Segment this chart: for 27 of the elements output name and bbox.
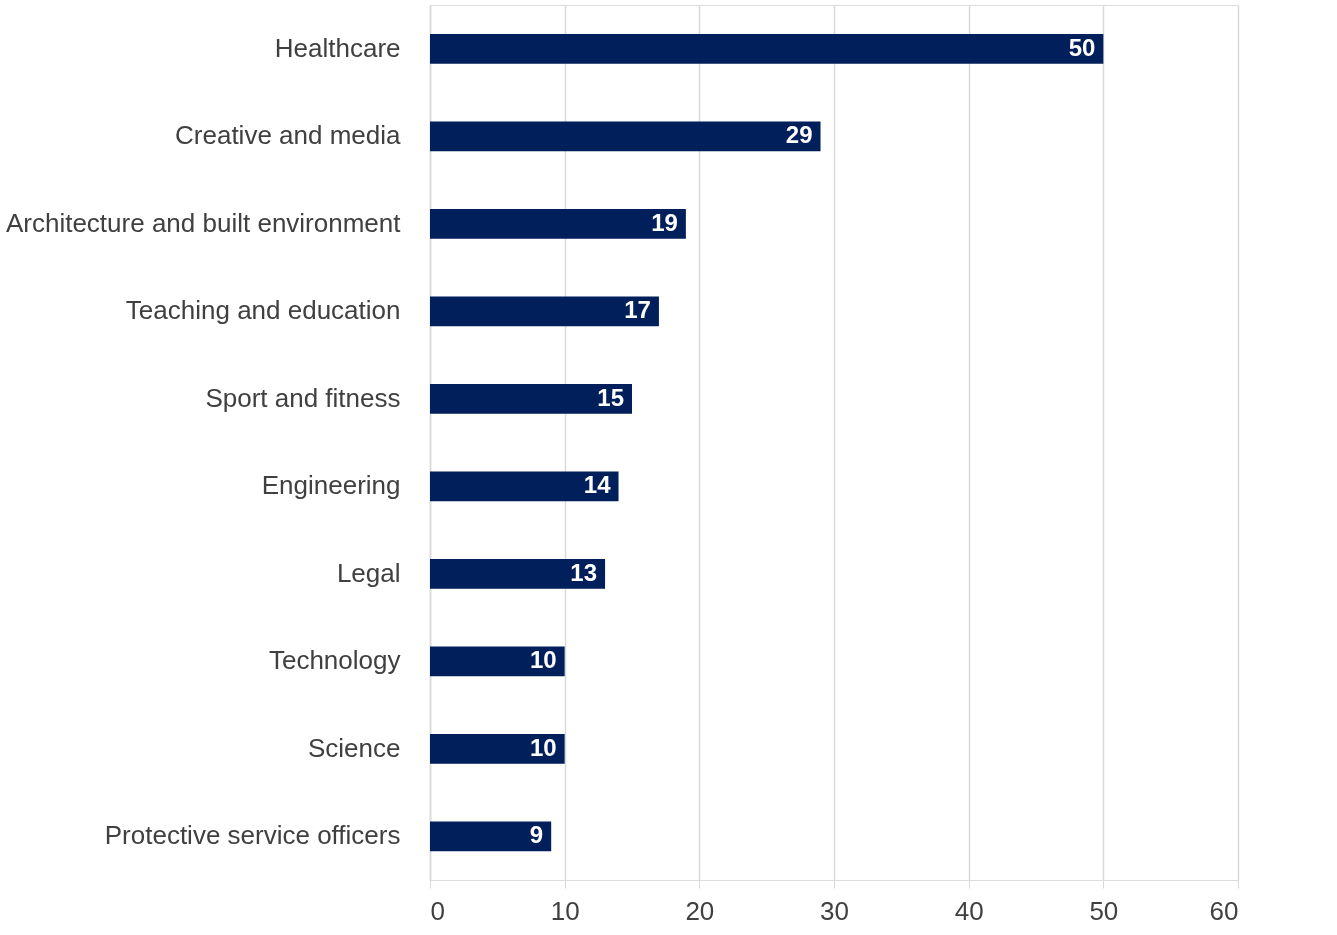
y-tick-label: Sport and fitness [205,382,401,413]
x-tick-label: 60 [1209,895,1239,926]
data-label: 10 [529,733,557,761]
y-tick-label: Protective service officers [104,820,401,851]
y-tick-label: Architecture and built environment [5,207,402,238]
y-tick-label: Teaching and education [125,295,401,326]
data-label: 14 [583,471,612,499]
data-label: 17 [624,296,651,324]
y-tick-label: Science [308,732,401,763]
data-label: 13 [570,558,598,586]
data-label: 19 [651,208,678,236]
y-tick-label: Healthcare [274,32,401,63]
data-label: 15 [597,383,624,411]
data-label: 29 [785,121,813,149]
y-tick-label: Technology [268,645,401,676]
data-label: 10 [529,646,557,674]
data-label: 50 [1068,33,1096,61]
y-tick-label: Creative and media [175,120,402,151]
x-tick-label: 30 [820,895,849,926]
x-tick-label: 40 [954,895,984,926]
x-tick-label: 50 [1089,895,1119,926]
data-label: 9 [529,821,544,849]
x-tick-label: 0 [430,895,445,926]
x-tick-label: 20 [685,895,715,926]
x-tick-label: 10 [550,895,580,926]
y-tick-label: Engineering [261,470,401,501]
y-tick-label: Legal [336,557,401,588]
